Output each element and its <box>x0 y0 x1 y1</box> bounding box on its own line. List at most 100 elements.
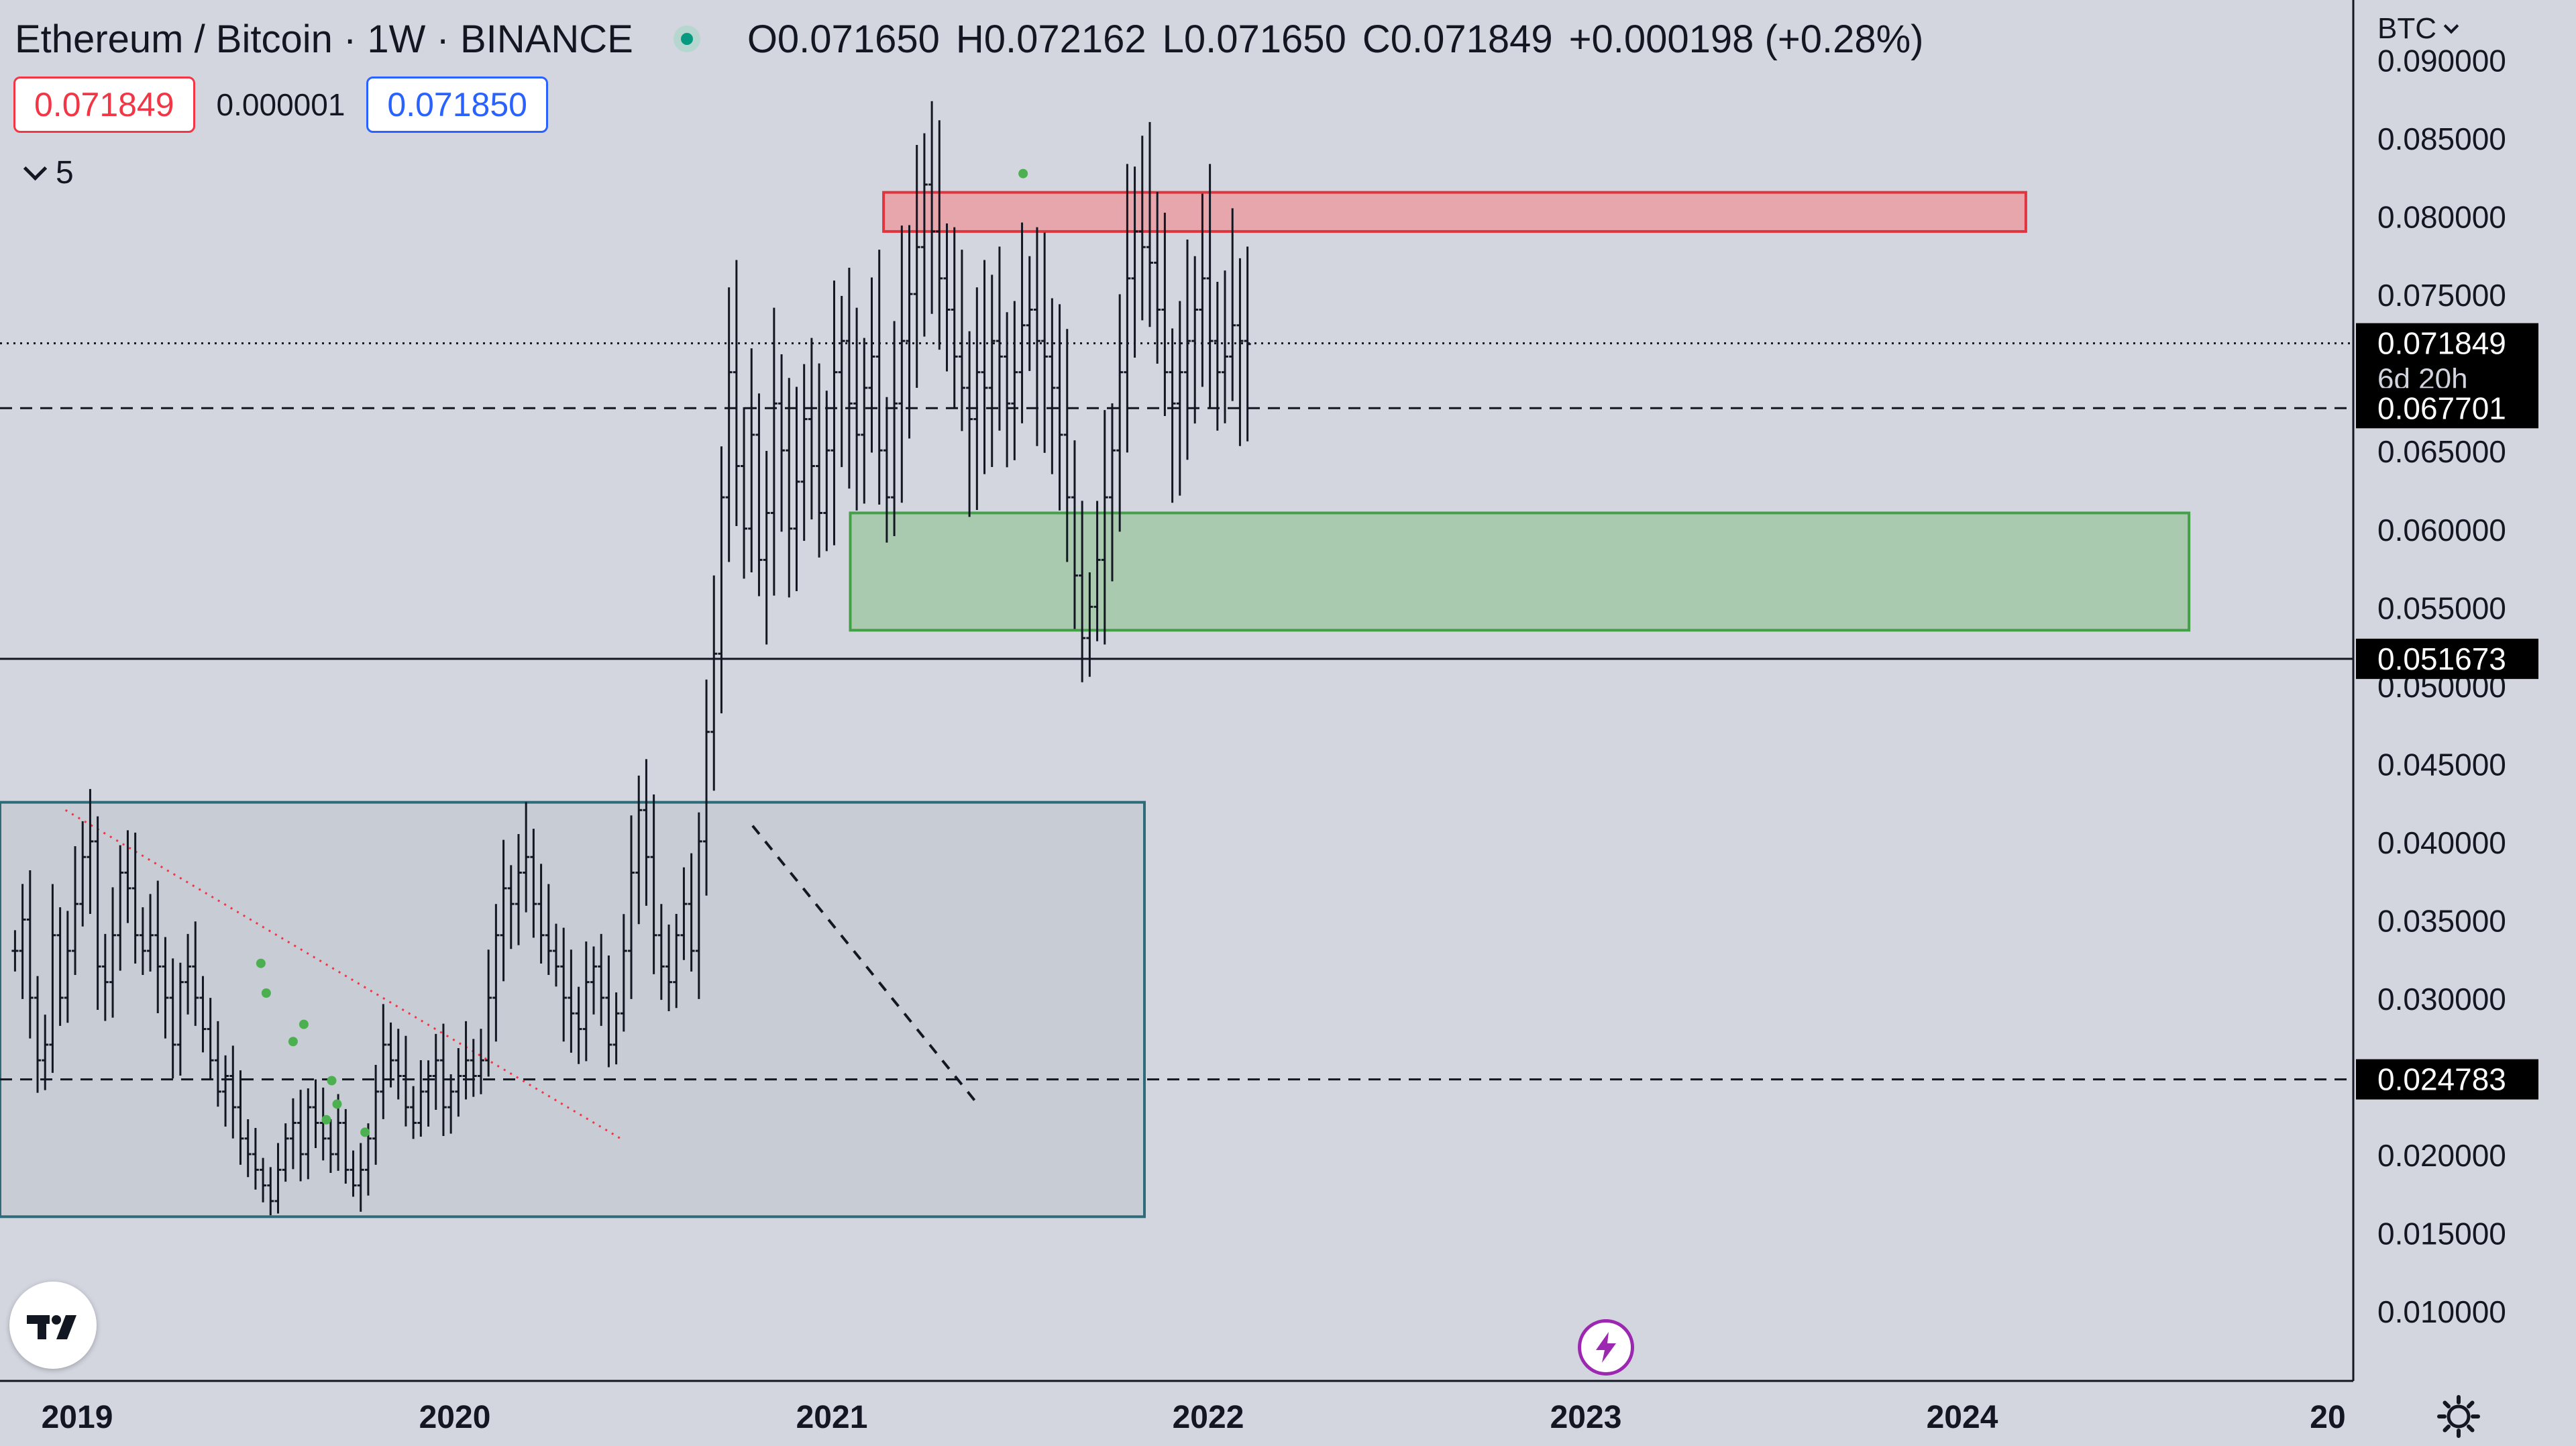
ohlc-bar <box>741 407 748 579</box>
ohlc-bar <box>1011 301 1018 460</box>
ohlc-bar <box>875 250 883 505</box>
ohlc-bar <box>1222 270 1229 423</box>
ohlc-bar <box>838 295 845 468</box>
ohlc-bar <box>470 1039 477 1097</box>
ohlc-bar <box>537 864 545 964</box>
ohlc-bar <box>786 378 793 598</box>
ohlc-bar <box>176 962 184 1076</box>
ohlc-bar <box>289 1098 297 1170</box>
sell-button[interactable]: 0.071849 <box>13 76 195 133</box>
ohlc-bar <box>1026 256 1033 371</box>
ohlc-bar <box>1146 121 1153 327</box>
ohlc-bar <box>816 363 823 558</box>
ohlc-bar <box>1184 240 1191 460</box>
price-tick-label: 0.085000 <box>2377 121 2506 156</box>
ohlc-bar <box>297 1090 305 1182</box>
currency-label: BTC <box>2377 12 2436 45</box>
ohlc-bar <box>500 839 507 982</box>
ohlc-bar <box>147 894 154 972</box>
ohlc-bar <box>455 1047 462 1117</box>
ohlc-bar <box>845 268 853 489</box>
ohlc-bar <box>117 845 124 971</box>
ohlc-bar <box>1108 403 1116 582</box>
ohlc-bar <box>79 821 87 927</box>
ohlc-bar <box>688 853 695 972</box>
ohlc-bar <box>417 1060 425 1137</box>
ohlc-bar <box>755 393 763 597</box>
time-tick-label: 2023 <box>1550 1400 1622 1435</box>
ohlc-bar <box>199 976 207 1053</box>
ohlc-bar <box>545 884 552 975</box>
ohlc-bar <box>192 921 199 1026</box>
indicators-count: 5 <box>56 155 74 191</box>
ohlc-bar <box>101 933 109 1021</box>
ohlc-bar <box>973 287 981 510</box>
ohlc-bar <box>605 956 612 1068</box>
currency-selector[interactable]: BTC <box>2377 12 2459 46</box>
ohlc-bar <box>64 911 71 1023</box>
gear-icon[interactable] <box>2435 1393 2482 1440</box>
ohlc-bar <box>958 250 965 431</box>
indicators-toggle[interactable]: 5 <box>23 154 74 191</box>
price-badge <box>2356 323 2538 401</box>
ohlc-bar <box>394 1029 402 1100</box>
buy-button[interactable]: 0.071850 <box>366 76 548 133</box>
ohlc-bar <box>913 144 920 389</box>
ohlc-bar <box>72 846 79 975</box>
marker-dot <box>360 1127 370 1137</box>
ohlc-bar <box>214 1021 221 1107</box>
price-tick-label: 0.080000 <box>2377 200 2506 235</box>
ohlc-bar <box>432 1033 439 1111</box>
ohlc-bar <box>319 1087 327 1161</box>
ohlc-bar <box>1236 258 1244 446</box>
ohlc-bar <box>523 802 530 913</box>
ohlc-bar <box>568 949 575 1053</box>
symbol-legend[interactable]: Ethereum / Bitcoin · 1W · BINANCE O0.071… <box>15 12 1924 66</box>
ohlc-bar <box>1004 312 1011 468</box>
bolt-icon[interactable] <box>1578 1319 1634 1376</box>
quote-panel: 0.071849 0.000001 0.071850 <box>13 76 548 133</box>
ohlc-bar <box>793 386 800 592</box>
ohlc-bar <box>1244 246 1251 442</box>
spread-value: 0.000001 <box>216 87 345 122</box>
marker-dot <box>288 1037 298 1047</box>
ohlc-change: +0.000198 (+0.28%) <box>1568 17 1924 61</box>
ohlc-bar <box>485 949 492 1077</box>
ohlc-bar <box>169 958 176 1079</box>
ohlc-bar <box>34 976 42 1093</box>
ohlc-bar <box>267 1167 274 1216</box>
price-badge-label: 0.067701 <box>2377 391 2506 425</box>
ohlc-bar <box>650 794 657 974</box>
price-tick-label: 0.030000 <box>2377 982 2506 1017</box>
ohlc-bar <box>1086 572 1093 677</box>
marker-dot <box>332 1099 342 1109</box>
ohlc-bar <box>11 930 19 972</box>
ohlc-bar <box>800 364 808 541</box>
ohlc-bar <box>19 884 26 999</box>
ohlc-bar <box>492 904 500 1042</box>
price-badge <box>2356 1059 2538 1100</box>
ohlc-bar <box>131 832 139 964</box>
time-axis-bg <box>0 1381 2576 1443</box>
ohlc-bar <box>410 1086 417 1139</box>
ohlc-bar <box>1124 164 1131 453</box>
tradingview-logo-icon[interactable] <box>9 1282 97 1369</box>
ohlc-bar <box>770 307 777 596</box>
ohlc-bar <box>162 937 169 1039</box>
symbol-title[interactable]: Ethereum / Bitcoin · 1W · BINANCE <box>15 17 633 61</box>
ohlc-bar <box>372 1064 380 1165</box>
ohlc-bar <box>883 397 890 543</box>
ohlc-bar <box>1018 222 1026 423</box>
ohlc-bar <box>612 992 620 1065</box>
time-tick-label: 20 <box>2310 1400 2345 1435</box>
price-tick-label: 0.090000 <box>2377 44 2506 79</box>
ohlc-bar <box>87 788 94 915</box>
ohlc-close: C0.071849 <box>1362 17 1553 61</box>
marker-dot <box>321 1115 331 1125</box>
ohlc-bar <box>920 133 928 337</box>
price-tick-label: 0.035000 <box>2377 903 2506 938</box>
ohlc-bar <box>477 1029 484 1094</box>
ohlc-bar <box>1191 256 1199 424</box>
